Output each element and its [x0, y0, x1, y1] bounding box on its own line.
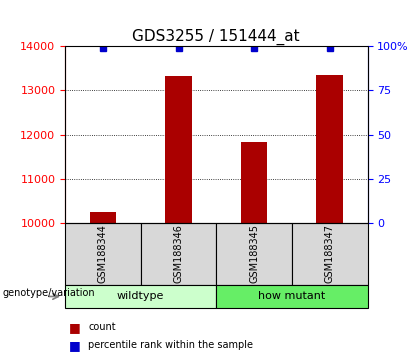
Bar [165, 76, 192, 223]
Text: GSM188347: GSM188347 [325, 224, 335, 284]
Text: GSM188344: GSM188344 [98, 224, 108, 284]
Title: GDS3255 / 151444_at: GDS3255 / 151444_at [132, 28, 300, 45]
Bar [90, 212, 116, 223]
Text: percentile rank within the sample: percentile rank within the sample [88, 340, 253, 350]
Text: GSM188345: GSM188345 [249, 224, 259, 284]
Text: ■: ■ [69, 339, 81, 352]
Text: genotype/variation: genotype/variation [2, 288, 95, 298]
Bar [241, 142, 268, 223]
Text: wildtype: wildtype [117, 291, 164, 302]
Text: GSM188346: GSM188346 [173, 224, 184, 284]
Text: ■: ■ [69, 321, 81, 334]
Bar [317, 75, 343, 223]
Text: how mutant: how mutant [258, 291, 326, 302]
Text: count: count [88, 322, 116, 332]
